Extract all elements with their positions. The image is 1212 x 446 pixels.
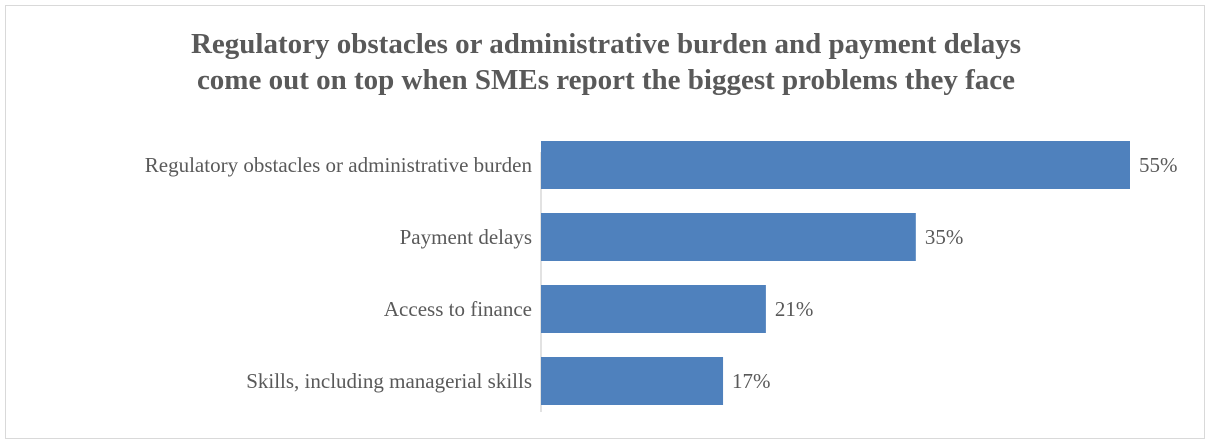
category-label-2: Access to finance xyxy=(384,297,532,321)
value-label-0: 55% xyxy=(1139,153,1178,177)
bars-layer: Regulatory obstacles or administrative b… xyxy=(145,141,1178,405)
bar-3 xyxy=(541,357,724,405)
value-label-1: 35% xyxy=(925,225,964,249)
chart-title-line-1: Regulatory obstacles or administrative b… xyxy=(190,28,1021,60)
value-label-3: 17% xyxy=(732,369,771,393)
category-label-3: Skills, including managerial skills xyxy=(246,369,532,393)
bar-1 xyxy=(541,213,916,261)
bar-2 xyxy=(541,285,766,333)
chart-title: Regulatory obstacles or administrative b… xyxy=(0,26,1212,98)
chart-title-line-2: come out on top when SMEs report the big… xyxy=(196,64,1016,96)
bar-0 xyxy=(541,141,1130,189)
category-label-1: Payment delays xyxy=(400,225,532,249)
value-label-2: 21% xyxy=(775,297,814,321)
category-label-0: Regulatory obstacles or administrative b… xyxy=(145,153,533,177)
